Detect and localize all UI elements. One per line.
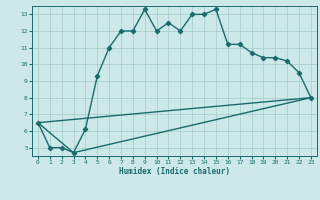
X-axis label: Humidex (Indice chaleur): Humidex (Indice chaleur) bbox=[119, 167, 230, 176]
